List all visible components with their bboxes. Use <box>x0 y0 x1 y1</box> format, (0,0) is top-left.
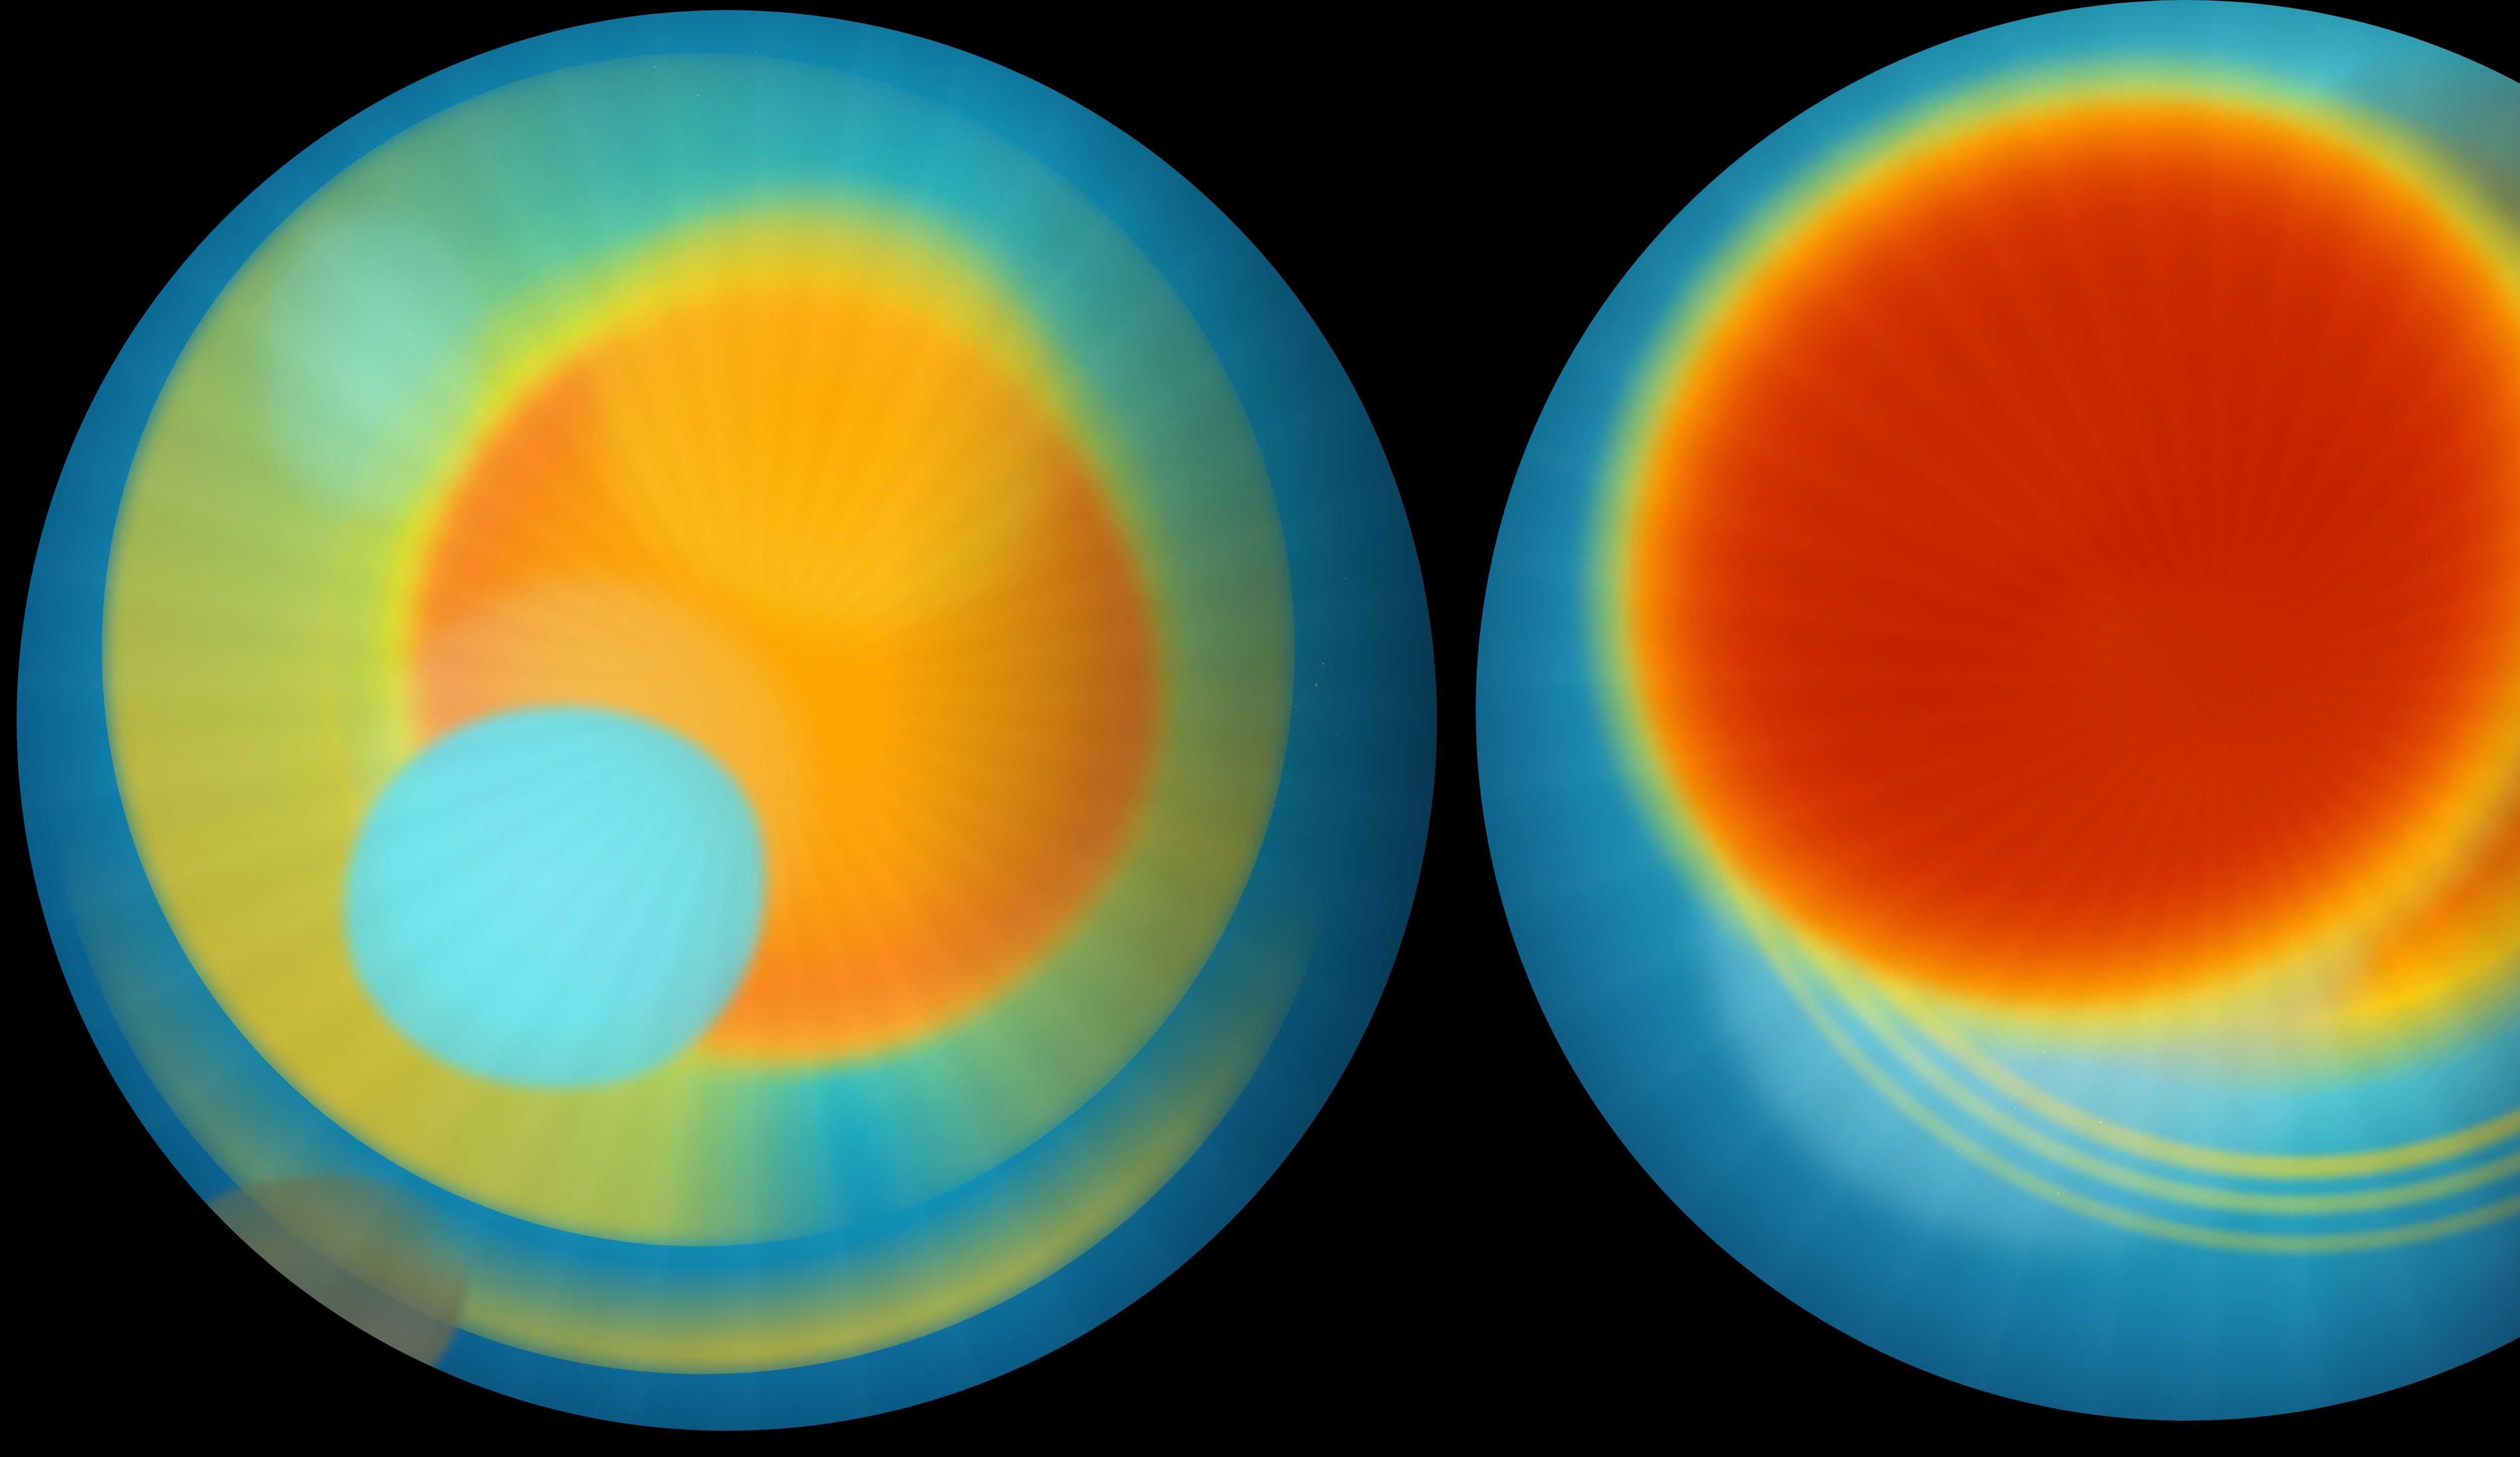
southern-hemisphere-globe[interactable] <box>17 10 1437 1431</box>
limb-darkening-right <box>1476 0 2520 1421</box>
northern-hemisphere-globe[interactable] <box>1476 0 2520 1421</box>
limb-darkening-left <box>17 10 1437 1431</box>
